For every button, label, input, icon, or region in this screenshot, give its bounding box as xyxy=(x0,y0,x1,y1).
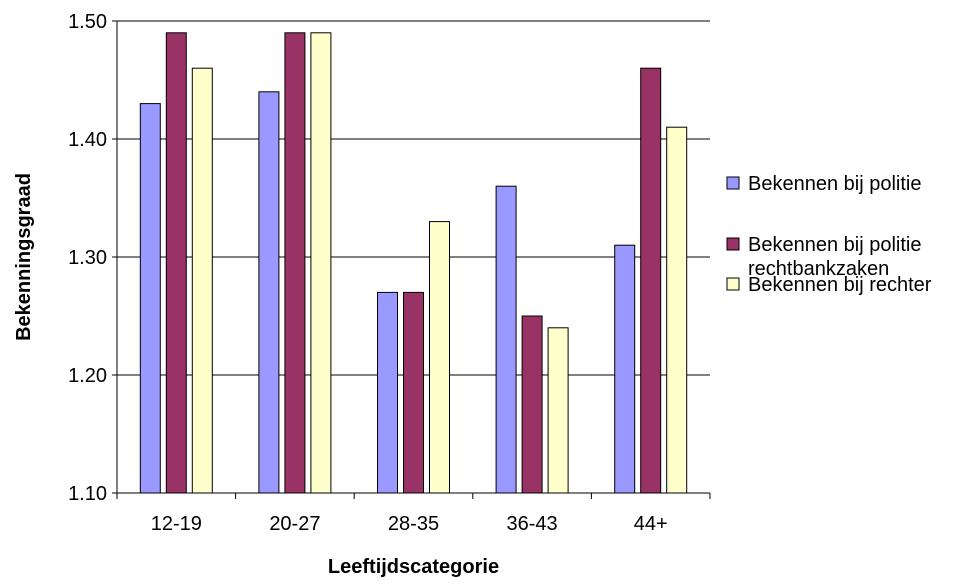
x-tick-label: 12-19 xyxy=(151,513,202,535)
x-tick-label: 28-35 xyxy=(388,513,439,535)
x-axis-title: Leeftijdscategorie xyxy=(328,556,499,578)
bar xyxy=(547,327,569,494)
bar xyxy=(258,91,280,494)
x-tick-label: 44+ xyxy=(634,513,668,535)
bar xyxy=(640,67,662,494)
bar xyxy=(191,67,213,494)
x-tick-label: 36-43 xyxy=(507,513,558,535)
y-tick-label: 1.20 xyxy=(68,365,107,387)
legend-label: Bekennen bij politie rechtbankzaken xyxy=(748,234,921,280)
bar xyxy=(614,244,636,494)
bar xyxy=(403,291,424,494)
bar xyxy=(284,32,306,494)
bar xyxy=(666,126,688,494)
bar xyxy=(310,32,332,494)
y-tick-label: 1.40 xyxy=(68,129,107,151)
y-tick-label: 1.50 xyxy=(68,11,107,33)
bar xyxy=(139,103,161,494)
bar xyxy=(429,221,450,494)
legend-swatch xyxy=(726,277,740,291)
y-tick-label: 1.30 xyxy=(68,247,107,269)
legend-swatch xyxy=(726,237,740,251)
legend-swatch xyxy=(726,176,740,190)
legend: Bekennen bij politie Bekennen bij politie… xyxy=(726,173,932,296)
legend-label: Bekennen bij rechter xyxy=(748,274,932,296)
y-tick-labels: 1.10 1.20 1.30 1.40 1.50 xyxy=(68,11,117,505)
bar xyxy=(165,32,187,494)
bar xyxy=(521,315,543,494)
x-tick-label: 20-27 xyxy=(269,513,320,535)
bar xyxy=(495,185,517,494)
legend-label: Bekennen bij politie xyxy=(748,173,921,195)
x-tick-labels: 12-19 20-27 28-35 36-43 44+ xyxy=(116,493,711,535)
y-axis-title: Bekenningsgraad xyxy=(13,173,35,341)
bars xyxy=(139,32,688,494)
bar xyxy=(377,291,398,494)
y-tick-label: 1.10 xyxy=(68,483,107,505)
